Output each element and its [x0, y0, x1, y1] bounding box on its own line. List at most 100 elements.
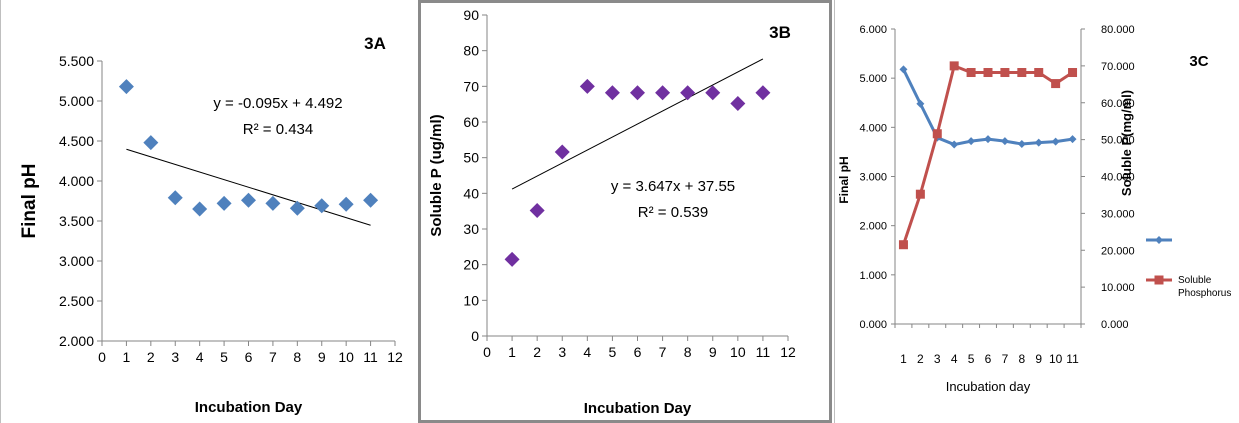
data-point-day-9 — [705, 85, 721, 101]
legend-label-line: Soluble — [1178, 275, 1212, 286]
data-point-day-7 — [655, 85, 671, 101]
series-0-point — [1068, 135, 1077, 144]
data-point-day-11 — [755, 85, 771, 101]
right-y-axis-title: Soluble P(mg/ml) — [1119, 90, 1134, 196]
y-tick-label: 40 — [463, 185, 479, 201]
right-y-tick-label: 0.000 — [1101, 319, 1129, 331]
series-1-point — [932, 129, 942, 139]
panel-label: 3B — [769, 23, 791, 42]
x-tick-label: 5 — [609, 344, 617, 360]
panel-label: 3C — [1189, 53, 1208, 70]
data-point-day-6 — [241, 192, 256, 208]
y-tick-label: 5.000 — [59, 93, 94, 109]
data-point-day-3 — [167, 190, 183, 206]
right-y-tick-label: 40.000 — [1101, 172, 1135, 184]
y-tick-label: 0 — [471, 328, 479, 344]
x-category-label: 6 — [985, 352, 992, 366]
x-category-label: 11 — [1066, 352, 1079, 366]
series-0-point — [916, 99, 925, 108]
left-y-tick-label: 4.000 — [859, 122, 887, 134]
data-point-day-2 — [143, 135, 159, 151]
y-tick-label: 5.500 — [59, 53, 94, 69]
right-y-tick-label: 10.000 — [1101, 282, 1135, 294]
series-0-point — [950, 140, 959, 149]
x-tick-label: 11 — [363, 349, 378, 365]
right-y-tick-label: 80.000 — [1101, 24, 1135, 36]
x-tick-label: 2 — [533, 344, 541, 360]
chart-panel-3b: 0 10 20 30 40 50 60 70 80 90 0 1 2 3 4 5 6 7 8 9 10 11 12 y = 3… — [418, 0, 832, 423]
data-point-day-11 — [363, 192, 379, 208]
chart-3c-svg: 0.000 1.000 2.000 3.000 4.000 5.000 6.000 0.000… — [837, 24, 1231, 394]
right-y-tick-label: 60.000 — [1101, 98, 1135, 110]
x-tick-label: 4 — [583, 344, 591, 360]
chart-panel-3a: 2.000 2.500 3.000 3.500 4.000 4.500 5.000 5.500… — [0, 0, 418, 423]
y-tick-label: 30 — [463, 221, 479, 237]
data-point-day-8 — [289, 200, 305, 216]
right-y-tick-label: 20.000 — [1101, 245, 1135, 257]
x-tick-label: 10 — [338, 349, 354, 365]
x-category-label: 2 — [917, 352, 924, 366]
series-0-point — [967, 137, 976, 146]
x-tick-label: 11 — [756, 344, 771, 360]
series-1-point — [1068, 68, 1078, 78]
x-tick-label: 7 — [269, 349, 277, 365]
y-tick-label: 3.000 — [59, 253, 94, 269]
series-0-point — [1051, 137, 1060, 146]
series-1-point — [915, 189, 925, 199]
x-tick-label: 1 — [508, 344, 516, 360]
data-point-day-1 — [118, 79, 134, 95]
y-tick-label: 80 — [463, 43, 479, 59]
left-y-tick-label: 0.000 — [859, 319, 887, 331]
y-tick-label: 2.500 — [59, 293, 94, 309]
legend-label-line: Phosphorus — [1178, 288, 1231, 299]
x-tick-label: 9 — [318, 349, 326, 365]
x-axis-title: Incubation Day — [195, 399, 303, 416]
x-tick-label: 0 — [483, 344, 491, 360]
y-tick-label: 10 — [463, 292, 479, 308]
series-0-point — [1034, 138, 1043, 147]
x-tick-label: 12 — [780, 344, 796, 360]
y-tick-label: 4.000 — [59, 173, 94, 189]
x-tick-label: 12 — [387, 349, 403, 365]
series-1-point — [949, 61, 959, 71]
trendline — [126, 148, 371, 226]
x-category-label: 10 — [1049, 352, 1063, 366]
x-tick-label: 0 — [98, 349, 106, 365]
trendline — [511, 58, 764, 190]
x-tick-label: 10 — [730, 344, 746, 360]
x-category-label: 3 — [934, 352, 941, 366]
x-axis-title: Incubation day — [946, 379, 1031, 394]
x-tick-label: 7 — [659, 344, 667, 360]
x-tick-label: 1 — [123, 349, 131, 365]
series-1-point — [1017, 68, 1027, 78]
y-tick-label: 2.000 — [59, 333, 94, 349]
panel-label: 3A — [364, 34, 386, 53]
r-squared-label: R² = 0.539 — [638, 204, 708, 221]
x-category-label: 7 — [1002, 352, 1009, 366]
left-y-tick-label: 5.000 — [859, 73, 887, 85]
trendline-equation: y = 3.647x + 37.55 — [611, 178, 735, 195]
series-0-point — [899, 65, 908, 74]
series-1-point — [898, 240, 908, 250]
data-point-day-3 — [554, 144, 570, 160]
y-axis-title: Final pH — [19, 164, 40, 239]
series-line-0 — [902, 68, 1073, 147]
chart-3a-svg: 2.000 2.500 3.000 3.500 4.000 4.500 5.000 5.500… — [19, 34, 403, 416]
series-1-point — [1051, 79, 1061, 89]
x-category-label: 8 — [1018, 352, 1025, 366]
legend-marker-1 — [1154, 275, 1164, 285]
y-axis-title: Soluble P (ug/ml) — [428, 114, 445, 236]
series-0-point — [1017, 140, 1026, 149]
legend-marker-0 — [1155, 236, 1163, 244]
data-point-day-10 — [730, 95, 746, 111]
x-category-label: 4 — [951, 352, 958, 366]
data-point-day-9 — [314, 198, 330, 214]
y-tick-label: 4.500 — [59, 133, 94, 149]
left-y-tick-label: 2.000 — [859, 221, 887, 233]
r-squared-label: R² = 0.434 — [243, 121, 313, 138]
data-point-day-10 — [338, 196, 354, 212]
left-y-tick-label: 6.000 — [859, 24, 887, 36]
data-point-day-5 — [604, 85, 620, 101]
x-tick-label: 6 — [634, 344, 642, 360]
